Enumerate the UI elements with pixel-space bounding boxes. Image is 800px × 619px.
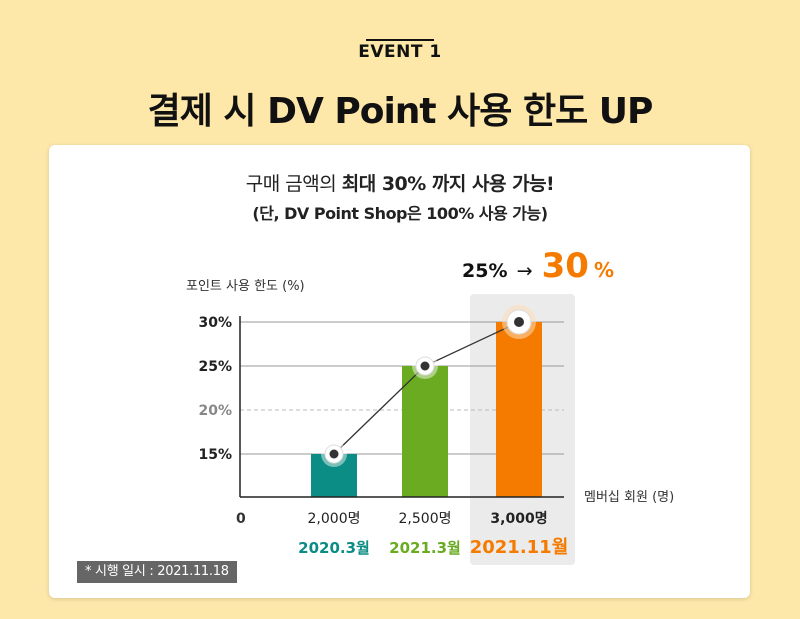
x-tick-label: 2,000명 [308,511,361,527]
data-point [514,317,524,327]
y-tick-label: 20% [198,403,232,419]
event-underline [366,39,434,41]
data-point [329,449,339,459]
info-card [49,145,750,598]
y-tick-label: 15% [198,447,232,463]
page-title: 결제 시 DV Point 사용 한도 UP [147,91,654,132]
origin-label: 0 [236,511,246,527]
event-label: EVENT 1 [358,42,442,62]
date-label: 2020.3월 [298,539,370,557]
date-label: 2021.3월 [389,539,461,557]
data-point [420,361,430,371]
highlight-to-number: 30 [542,246,589,286]
arrow-icon: → [517,260,533,282]
x-tick-label: 2,500명 [399,511,452,527]
x-tick-label: 3,000명 [490,510,547,527]
bar [496,322,542,497]
highlight-to-unit: % [594,258,614,282]
card-line-2: (단, DV Point Shop은 100% 사용 가능) [252,204,548,223]
card-line-1: 구매 금액의 최대 30% 까지 사용 가능! [0,169,800,196]
y-tick-label: 25% [198,359,232,375]
card-line-1-bold: 최대 30% 까지 사용 가능! [341,173,555,195]
card-line-1-prefix: 구매 금액의 [245,173,342,195]
x-axis-label: 멤버십 회원 (명) [584,490,674,505]
y-tick-label: 30% [198,315,232,331]
date-label: 2021.11월 [470,537,569,558]
bar [402,366,448,497]
highlight-from: 25% [462,260,507,282]
effective-date-note: * 시행 일시 : 2021.11.18 [77,561,237,583]
y-axis-label: 포인트 사용 한도 (%) [186,279,305,294]
highlight-change: 25% → 30 % [462,246,614,286]
